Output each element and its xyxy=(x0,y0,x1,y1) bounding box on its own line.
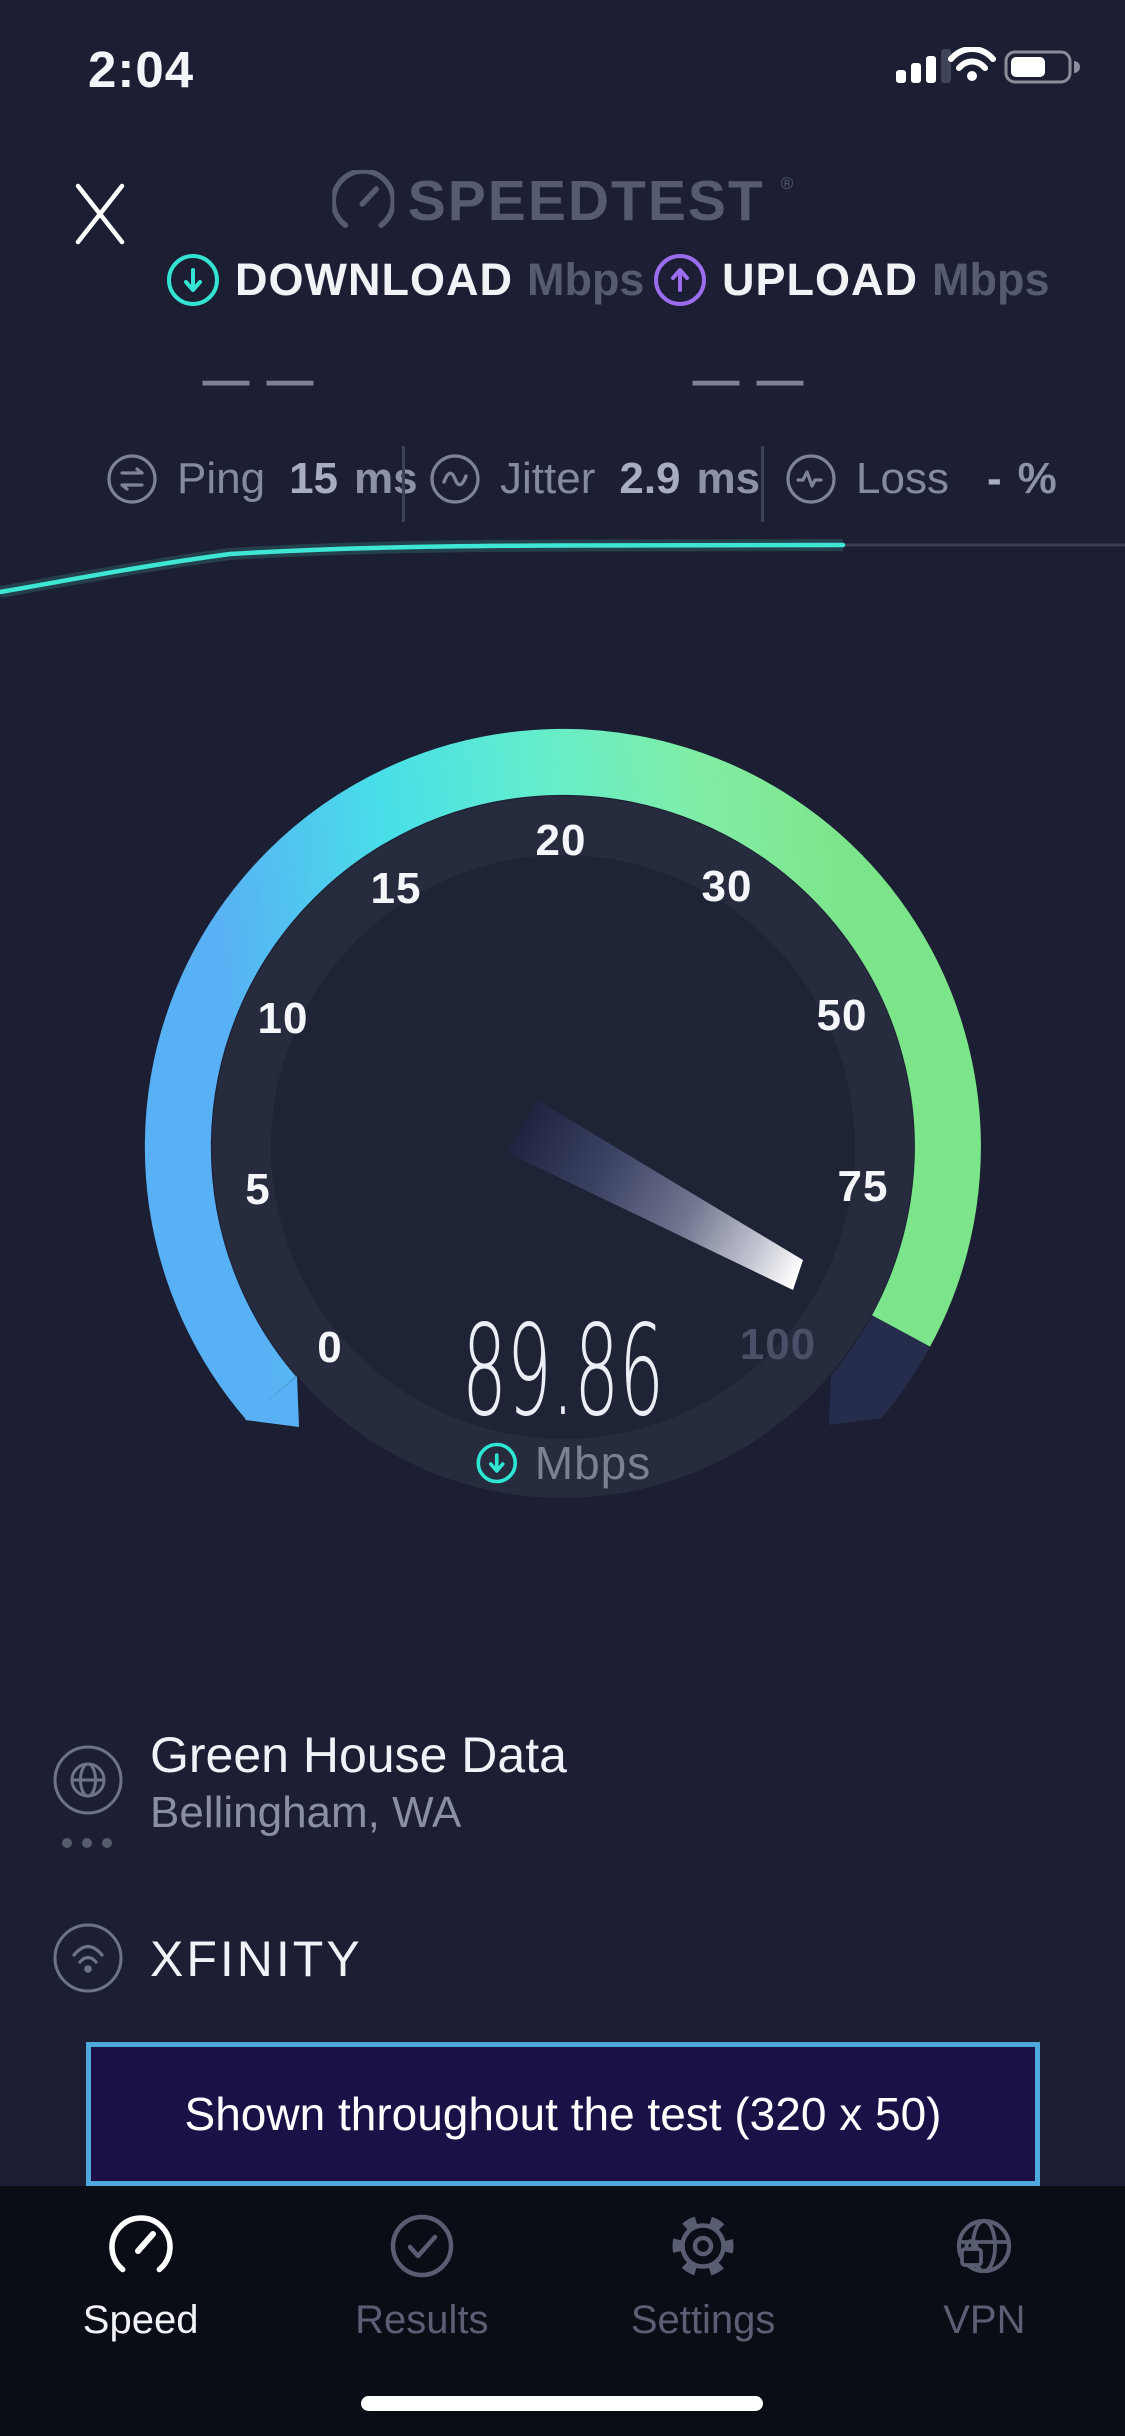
gauge-progress-arc xyxy=(144,728,981,1420)
server-options-ellipsis[interactable] xyxy=(62,1838,112,1848)
gauge-tick-50: 50 xyxy=(816,991,868,1040)
current-speed-unit: Mbps xyxy=(534,1437,652,1489)
cellular-signal-icon xyxy=(896,49,951,83)
divider xyxy=(402,446,405,522)
speedtest-logo-icon xyxy=(331,170,394,228)
loss-icon xyxy=(786,454,836,504)
server-name[interactable]: Green House Data xyxy=(150,1727,567,1783)
ping-unit: ms xyxy=(354,454,418,503)
tab-bar: Speed Results Settings xyxy=(0,2186,1125,2436)
wifi-status-icon xyxy=(948,47,996,81)
ping-value: 15 xyxy=(289,454,339,503)
home-indicator[interactable] xyxy=(361,2396,763,2411)
gauge-tick-5: 5 xyxy=(245,1165,271,1214)
gauge-tick-100: 100 xyxy=(739,1320,817,1369)
gauge-tick-0: 0 xyxy=(317,1323,343,1372)
loss-block: Loss - % xyxy=(784,452,1057,506)
tab-vpn-label: VPN xyxy=(943,2298,1026,2342)
isp-name: XFINITY xyxy=(150,1931,363,1987)
ping-icon xyxy=(107,454,157,504)
ping-label: Ping xyxy=(177,454,266,503)
loss-value: - xyxy=(986,454,1002,503)
speedtest-logo: SPEEDTEST ® xyxy=(331,168,794,234)
upload-label: UPLOAD xyxy=(722,254,918,305)
results-check-icon xyxy=(390,2214,454,2278)
ping-block: Ping 15 ms xyxy=(105,452,418,506)
tab-results-label: Results xyxy=(355,2298,489,2342)
tab-speed-label: Speed xyxy=(82,2298,199,2342)
jitter-unit: ms xyxy=(696,454,761,503)
jitter-value: 2.9 xyxy=(619,454,681,503)
status-time: 2:04 xyxy=(88,41,195,98)
download-value-placeholder: — — xyxy=(202,353,316,406)
server-location: Bellingham, WA xyxy=(150,1788,462,1837)
jitter-icon xyxy=(430,454,480,504)
gauge-needle xyxy=(508,1100,803,1290)
server-globe-icon xyxy=(53,1745,123,1815)
upload-icon xyxy=(654,254,706,306)
speed-gauge xyxy=(144,728,981,1498)
tab-settings[interactable]: Settings xyxy=(563,2186,844,2436)
gauge-tick-10: 10 xyxy=(257,994,309,1043)
settings-gear-icon xyxy=(672,2215,734,2277)
gauge-arc-start-notch xyxy=(245,1376,299,1427)
jitter-block: Jitter 2.9 ms xyxy=(428,452,760,506)
upload-value-placeholder: — — xyxy=(692,353,806,406)
divider xyxy=(761,446,764,522)
vpn-globe-lock-icon xyxy=(957,2218,1012,2274)
logo-trademark: ® xyxy=(780,174,794,193)
upload-unit: Mbps xyxy=(932,254,1050,305)
gauge-remainder-arc xyxy=(831,1314,931,1418)
tab-vpn[interactable]: VPN xyxy=(844,2186,1125,2436)
tab-results[interactable]: Results xyxy=(281,2186,562,2436)
jitter-label: Jitter xyxy=(500,454,596,503)
logo-wordmark: SPEEDTEST xyxy=(407,169,765,233)
gauge-tick-30: 30 xyxy=(701,862,753,911)
gauge-tick-75: 75 xyxy=(837,1162,889,1211)
gauge-arc-end-notch xyxy=(829,1374,883,1425)
gauge-tick-20: 20 xyxy=(535,816,587,865)
battery-icon xyxy=(1004,50,1080,84)
download-unit: Mbps xyxy=(526,254,645,305)
ad-banner-text: Shown throughout the test (320 x 50) xyxy=(184,2088,942,2140)
isp-wifi-icon xyxy=(53,1923,123,1993)
current-speed-unit-row: Mbps xyxy=(475,1436,651,1490)
download-label: DOWNLOAD xyxy=(235,254,513,305)
loss-label: Loss xyxy=(856,454,949,503)
download-unit-icon xyxy=(476,1442,518,1484)
ad-banner[interactable]: Shown throughout the test (320 x 50) xyxy=(86,2042,1040,2186)
download-icon xyxy=(167,254,219,306)
gauge-tick-15: 15 xyxy=(370,864,422,913)
loss-unit: % xyxy=(1017,454,1057,503)
throughput-sparkline xyxy=(0,539,1125,598)
upload-header: UPLOAD Mbps xyxy=(652,252,1050,308)
tab-speed[interactable]: Speed xyxy=(0,2186,281,2436)
current-speed-value: 89.86 xyxy=(461,1297,665,1444)
download-header: DOWNLOAD Mbps xyxy=(165,252,644,308)
tab-settings-label: Settings xyxy=(630,2298,776,2342)
speedometer-icon xyxy=(108,2215,173,2273)
close-icon[interactable] xyxy=(75,183,125,245)
